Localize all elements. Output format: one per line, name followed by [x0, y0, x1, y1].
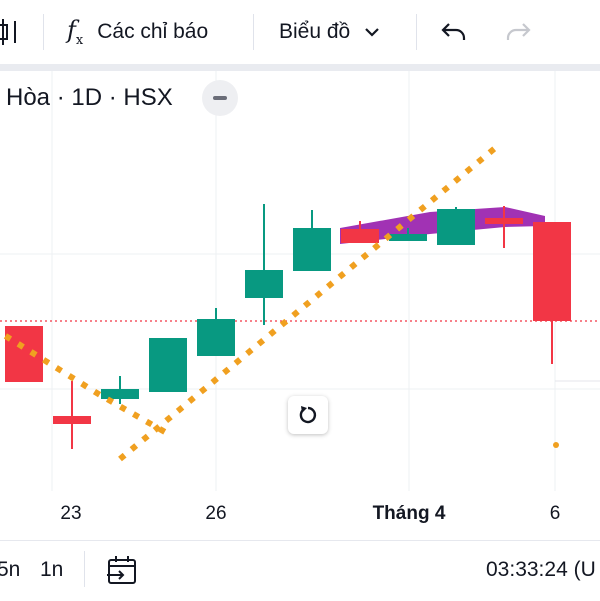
toolbar-separator: [84, 551, 85, 587]
indicators-label: Các chỉ báo: [97, 20, 209, 43]
calendar-arrow-icon: [107, 556, 136, 584]
price-chart[interactable]: [0, 71, 600, 540]
toolbar-separator: [253, 14, 254, 50]
candle-body: [149, 338, 187, 392]
candle-body: [245, 270, 283, 298]
toolbar-separator: [416, 14, 417, 50]
candle-body: [533, 222, 571, 321]
candle-body: [389, 234, 427, 241]
top-toolbar: fx Các chỉ báo Biểu đồ: [0, 0, 600, 64]
indicators-button[interactable]: fx Các chỉ báo: [67, 0, 208, 64]
candlestick-icon[interactable]: [0, 0, 20, 64]
x-axis-label: 23: [60, 503, 82, 524]
candle-body: [293, 228, 331, 271]
symbol-legend: Hòa · 1D · HSX: [6, 84, 173, 111]
candle-body: [101, 389, 139, 399]
redo-icon: [506, 23, 531, 40]
go-to-date-button[interactable]: [106, 541, 138, 599]
candle-body: [53, 416, 91, 424]
undo-button[interactable]: [440, 0, 468, 64]
clock-timezone[interactable]: 03:33:24 (U: [486, 558, 596, 581]
collapse-legend-button[interactable]: [202, 80, 238, 116]
range-1m-button[interactable]: 1n: [40, 558, 64, 581]
trend-line-dotted: [0, 328, 167, 435]
bottom-toolbar: 5n 1n 03:33:24 (U: [0, 540, 600, 601]
redo-button[interactable]: [504, 0, 532, 64]
candle-body: [437, 209, 475, 245]
candle-body: [5, 326, 43, 382]
candle-body: [197, 319, 235, 356]
undo-icon: [441, 23, 466, 40]
toolbar-divider: [0, 64, 600, 71]
toolbar-separator: [43, 14, 44, 50]
x-axis-label: 6: [549, 503, 561, 524]
candle-body: [341, 229, 379, 243]
chart-type-label: Biểu đồ: [279, 20, 351, 43]
x-axis-label: Tháng 4: [372, 503, 446, 524]
reset-chart-button[interactable]: [288, 396, 328, 434]
candle-body: [485, 218, 523, 224]
chart-type-button[interactable]: Biểu đồ: [279, 0, 380, 64]
x-axis-label: 26: [205, 503, 227, 524]
function-icon: fx: [67, 16, 84, 48]
range-5d-button[interactable]: 5n: [0, 558, 21, 581]
chevron-down-icon: [365, 28, 380, 37]
reset-icon: [299, 406, 317, 424]
trend-point: [553, 442, 559, 448]
minus-icon: [213, 96, 227, 100]
